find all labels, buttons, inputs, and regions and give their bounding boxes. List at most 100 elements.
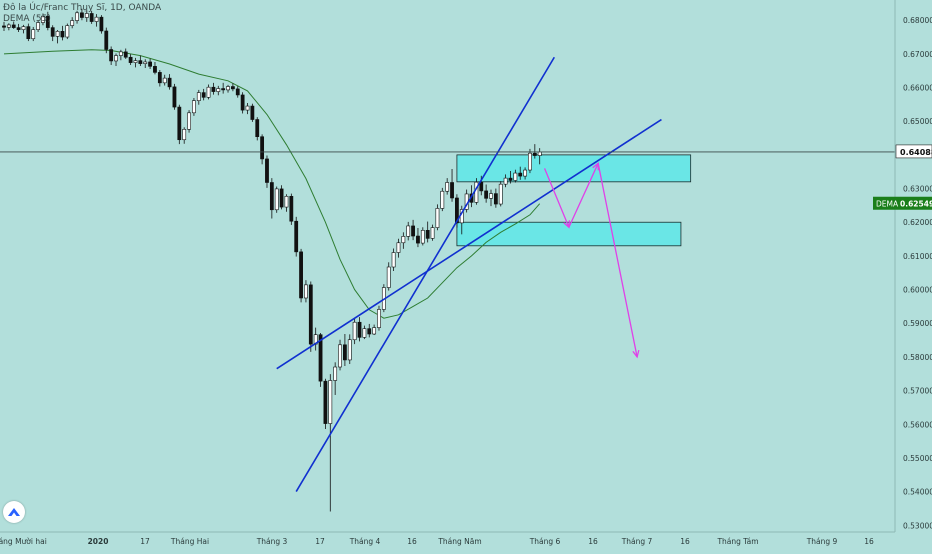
candle-body[interactable] — [216, 88, 221, 92]
candle-body[interactable] — [352, 321, 357, 341]
candle-body[interactable] — [406, 225, 411, 237]
candle-body[interactable] — [84, 13, 89, 18]
candle-body[interactable] — [411, 225, 415, 237]
projection-arrow[interactable] — [597, 163, 638, 358]
candle-body[interactable] — [167, 77, 172, 88]
candle-body[interactable] — [36, 22, 40, 30]
candle-body[interactable] — [396, 242, 401, 253]
candle-body[interactable] — [489, 193, 493, 199]
candle-body[interactable] — [386, 266, 391, 288]
candle-body[interactable] — [289, 196, 294, 222]
candle-body[interactable] — [153, 66, 157, 73]
candle-body[interactable] — [187, 112, 191, 130]
candle-body[interactable] — [118, 51, 123, 56]
candle-body[interactable] — [318, 334, 323, 382]
candle-body[interactable] — [89, 13, 94, 22]
candle-body[interactable] — [333, 366, 338, 381]
candle-body[interactable] — [128, 56, 133, 63]
candle-body[interactable] — [11, 24, 16, 28]
candle-body[interactable] — [206, 86, 211, 98]
time-axis[interactable]: Tháng Mười hai 2020 17 Tháng Hai Tháng 3 17 Th… — [0, 531, 895, 546]
candle-body[interactable] — [420, 230, 425, 244]
candle-body[interactable] — [75, 12, 79, 21]
candle-body[interactable] — [114, 55, 118, 62]
candle-body[interactable] — [240, 94, 245, 111]
candle-body[interactable] — [269, 182, 274, 211]
candle-body[interactable] — [250, 105, 255, 120]
candle-body[interactable] — [182, 128, 187, 141]
supply-demand-zone[interactable] — [456, 154, 692, 183]
candle-body[interactable] — [192, 100, 196, 114]
candle-body[interactable] — [279, 188, 284, 208]
candle-body[interactable] — [60, 31, 65, 38]
candle-body[interactable] — [31, 29, 36, 40]
chart-legend[interactable]: Đô la Úc/Franc Thụy Sĩ, 1D, OANDA DEMA (… — [3, 3, 161, 25]
candle-body[interactable] — [104, 30, 109, 50]
trendline-group[interactable] — [276, 56, 662, 493]
candle-body[interactable] — [26, 26, 31, 40]
candle-body[interactable] — [347, 339, 352, 361]
trendline[interactable] — [295, 56, 555, 493]
candle-body[interactable] — [109, 49, 114, 62]
candle-body[interactable] — [177, 106, 182, 141]
candle-body[interactable] — [440, 190, 445, 209]
candle-body[interactable] — [401, 236, 406, 244]
candle-body[interactable] — [21, 26, 26, 30]
arrow-group[interactable] — [543, 161, 640, 359]
candle-body[interactable] — [221, 88, 226, 91]
candle-body[interactable] — [50, 27, 55, 37]
candle-body[interactable] — [513, 172, 518, 181]
candle-body[interactable] — [265, 158, 269, 183]
projection-arrow[interactable] — [568, 163, 599, 228]
candle-body[interactable] — [484, 190, 489, 199]
candle-body[interactable] — [532, 152, 537, 156]
candle-body[interactable] — [430, 227, 435, 239]
candle-body[interactable] — [523, 169, 527, 177]
candle-body[interactable] — [196, 92, 201, 101]
candle-body[interactable] — [157, 72, 162, 84]
candle-body[interactable] — [211, 86, 216, 92]
candle-body[interactable] — [518, 172, 523, 177]
candle-body[interactable] — [294, 220, 299, 253]
candle-body[interactable] — [162, 77, 167, 84]
candle-body[interactable] — [425, 230, 430, 239]
candle-body[interactable] — [226, 86, 230, 91]
candle-body[interactable] — [143, 61, 148, 64]
candle-body[interactable] — [367, 328, 372, 335]
candle-body[interactable] — [284, 196, 289, 208]
candles-group[interactable] — [2, 8, 542, 512]
candle-body[interactable] — [235, 88, 240, 96]
candle-body[interactable] — [377, 309, 381, 328]
candle-body[interactable] — [493, 193, 498, 205]
candle-body[interactable] — [123, 51, 128, 58]
candle-body[interactable] — [342, 344, 347, 361]
candle-body[interactable] — [304, 284, 308, 299]
candle-body[interactable] — [455, 197, 459, 224]
candle-body[interactable] — [435, 208, 440, 228]
candle-body[interactable] — [255, 119, 260, 138]
candle-body[interactable] — [338, 344, 342, 368]
candle-body[interactable] — [16, 27, 21, 30]
candle-body[interactable] — [308, 284, 313, 345]
candle-body[interactable] — [323, 380, 328, 424]
candle-body[interactable] — [201, 92, 206, 98]
candle-body[interactable] — [6, 24, 11, 28]
candle-body[interactable] — [299, 251, 303, 299]
candle-body[interactable] — [508, 177, 513, 181]
candle-body[interactable] — [328, 380, 333, 424]
candle-body[interactable] — [2, 25, 6, 28]
candle-body[interactable] — [245, 105, 250, 111]
candle-body[interactable] — [138, 60, 143, 64]
candle-body[interactable] — [55, 31, 60, 37]
candle-body[interactable] — [391, 252, 396, 268]
candle-body[interactable] — [172, 86, 177, 108]
candle-body[interactable] — [41, 15, 45, 23]
candle-body[interactable] — [45, 15, 50, 28]
candle-body[interactable] — [99, 16, 104, 32]
candle-body[interactable] — [274, 188, 279, 211]
candle-body[interactable] — [503, 177, 508, 185]
candle-body[interactable] — [537, 151, 542, 156]
candle-body[interactable] — [528, 152, 532, 171]
